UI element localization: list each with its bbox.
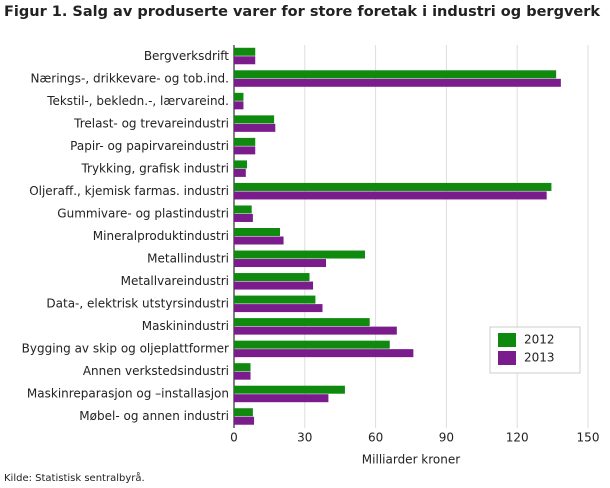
bar xyxy=(234,168,246,177)
y-tick-label: Maskinreparasjon og –installasjon xyxy=(27,387,229,401)
x-tick-label: 120 xyxy=(506,431,529,445)
y-tick-label: Tekstil-, bekledn.-, lærvareind. xyxy=(46,94,229,108)
legend-swatch xyxy=(498,351,516,365)
bar xyxy=(234,78,561,87)
source: Kilde: Statistisk sentralbyrå. xyxy=(4,471,145,484)
y-tick-label: Bergverksdrift xyxy=(144,49,229,63)
bar xyxy=(234,123,276,132)
bar xyxy=(234,101,244,110)
legend-label: 2012 xyxy=(524,333,555,347)
bar xyxy=(234,250,365,259)
bar xyxy=(234,273,310,282)
bar xyxy=(234,295,316,304)
y-tick-label: Nærings-, drikkevare- og tob.ind. xyxy=(31,71,229,85)
y-tick-label: Metallvareindustri xyxy=(121,274,229,288)
y-tick-label: Gummivare- og plastindustri xyxy=(57,206,229,220)
bar xyxy=(234,349,414,358)
bar xyxy=(234,146,256,155)
bar xyxy=(234,304,323,313)
bar xyxy=(234,326,397,335)
chart-title: Figur 1. Salg av produserte varer for st… xyxy=(4,4,600,20)
y-tick-label: Trelast- og trevareindustri xyxy=(73,116,229,130)
x-tick-label: 0 xyxy=(230,431,238,445)
y-tick-label: Møbel- og annen industri xyxy=(79,409,229,423)
bar xyxy=(234,182,552,191)
legend-swatch xyxy=(498,333,516,347)
bar xyxy=(234,363,251,372)
legend-box xyxy=(489,326,581,374)
y-tick-label: Metallindustri xyxy=(147,252,229,266)
y-tick-label: Mineralproduktindustri xyxy=(93,229,229,243)
y-tick-label: Bygging av skip og oljeplattformer xyxy=(22,342,229,356)
bar xyxy=(234,92,244,101)
x-tick-label: 90 xyxy=(439,431,454,445)
bar xyxy=(234,191,547,200)
bar xyxy=(234,137,256,146)
y-tick-label: Oljeraff., kjemisk farmas. industri xyxy=(29,184,229,198)
bar xyxy=(234,371,251,380)
bar xyxy=(234,205,252,214)
y-tick-label: Maskinindustri xyxy=(142,319,229,333)
bar xyxy=(234,160,247,169)
bar xyxy=(234,340,390,349)
bar xyxy=(234,259,327,268)
x-axis-label: Milliarder kroner xyxy=(362,453,460,467)
y-tick-label: Papir- og papirvareindustri xyxy=(70,139,229,153)
bar xyxy=(234,213,253,222)
x-tick-label: 30 xyxy=(297,431,312,445)
legend-label: 2013 xyxy=(524,351,555,365)
bar xyxy=(234,318,370,327)
bar xyxy=(234,228,281,236)
bar xyxy=(234,394,329,403)
x-tick-label: 60 xyxy=(368,431,383,445)
y-tick-label: Data-, elektrisk utstyrsindustri xyxy=(46,297,229,311)
bar xyxy=(234,47,256,56)
bar xyxy=(234,56,256,65)
bar xyxy=(234,115,275,124)
bar xyxy=(234,408,253,417)
bar xyxy=(234,385,345,394)
x-tick-label: 150 xyxy=(577,431,600,445)
bar xyxy=(234,281,314,290)
bar xyxy=(234,416,255,425)
y-tick-label: Trykking, grafisk industri xyxy=(80,161,229,175)
y-tick-label: Annen verkstedsindustri xyxy=(83,364,229,378)
bar xyxy=(234,70,557,79)
bar xyxy=(234,236,284,245)
